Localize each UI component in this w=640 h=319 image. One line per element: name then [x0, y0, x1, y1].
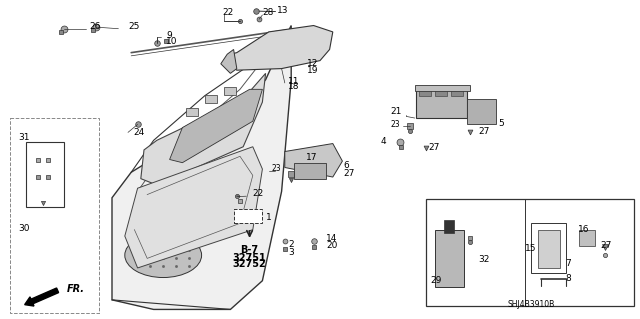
Text: 21: 21 [390, 107, 402, 116]
Bar [444, 220, 454, 233]
Ellipse shape [125, 233, 202, 278]
Text: 13: 13 [276, 6, 288, 15]
Text: 6: 6 [344, 161, 349, 170]
Text: FR.: FR. [67, 284, 85, 294]
Text: 29: 29 [431, 276, 442, 285]
Text: 7: 7 [565, 259, 571, 268]
Bar [416, 86, 467, 118]
Text: 22: 22 [223, 8, 234, 17]
Text: 3: 3 [288, 248, 294, 256]
Bar [225, 87, 236, 95]
Text: 14: 14 [326, 234, 338, 243]
Bar [531, 223, 566, 273]
Polygon shape [170, 89, 262, 163]
Polygon shape [125, 147, 262, 268]
Bar [205, 95, 217, 103]
Text: 26: 26 [90, 22, 101, 31]
Text: 9: 9 [166, 31, 172, 40]
Text: 5: 5 [498, 119, 504, 128]
Bar [415, 85, 470, 91]
Bar [579, 230, 595, 246]
Bar [419, 88, 431, 96]
Bar [234, 209, 262, 223]
Text: 10: 10 [166, 37, 178, 46]
Text: 30: 30 [18, 224, 29, 233]
Text: 19: 19 [307, 66, 319, 75]
Text: 24: 24 [133, 128, 145, 137]
Polygon shape [285, 144, 342, 177]
Text: 1: 1 [266, 213, 271, 222]
Text: 23: 23 [390, 120, 400, 129]
Text: 16: 16 [578, 225, 589, 234]
Text: 20: 20 [326, 241, 338, 250]
Bar [538, 230, 560, 268]
FancyArrow shape [25, 288, 59, 306]
Bar [10, 118, 99, 313]
Text: 17: 17 [306, 153, 317, 162]
Text: 12: 12 [307, 59, 319, 68]
Text: 27: 27 [479, 127, 490, 136]
Text: 27: 27 [600, 241, 612, 250]
Text: 32752: 32752 [233, 259, 266, 269]
Text: 18: 18 [288, 82, 300, 91]
Text: 15: 15 [525, 244, 536, 253]
Bar [294, 163, 326, 179]
Bar [186, 108, 198, 116]
Text: 23: 23 [271, 164, 281, 173]
Text: 32751: 32751 [233, 253, 266, 263]
Text: B-7: B-7 [241, 245, 259, 256]
Polygon shape [227, 26, 333, 70]
Polygon shape [141, 73, 266, 185]
Text: 25: 25 [128, 22, 140, 31]
Bar [451, 88, 463, 96]
Text: 2: 2 [288, 241, 294, 249]
Text: 11: 11 [288, 77, 300, 86]
Text: 27: 27 [344, 169, 355, 178]
Bar [435, 88, 447, 96]
Bar [467, 99, 496, 124]
Text: 28: 28 [262, 8, 274, 17]
Text: SHJ4B3910B: SHJ4B3910B [508, 300, 555, 309]
Bar [426, 199, 634, 306]
Text: 4: 4 [381, 137, 387, 146]
Text: 32: 32 [479, 256, 490, 264]
Text: 8: 8 [565, 274, 571, 283]
Text: 31: 31 [18, 133, 29, 142]
Text: 22: 22 [253, 189, 264, 198]
Polygon shape [112, 26, 291, 309]
Bar [435, 230, 464, 287]
Polygon shape [221, 49, 237, 73]
Text: 27: 27 [429, 143, 440, 152]
Bar [26, 142, 64, 207]
